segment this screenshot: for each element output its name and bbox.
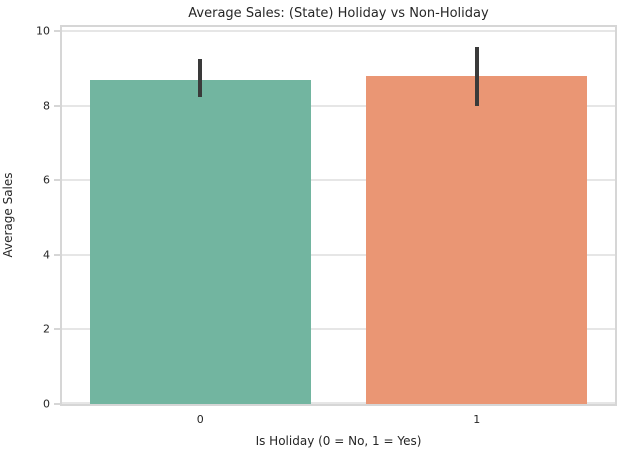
error-bar: [198, 59, 203, 97]
x-axis-label: Is Holiday (0 = No, 1 = Yes): [255, 434, 422, 448]
gridline: [62, 253, 615, 256]
x-tick-label: 0: [196, 413, 204, 426]
y-tick-mark: [54, 328, 60, 331]
gridline: [62, 328, 615, 331]
y-tick-mark: [54, 179, 60, 182]
chart-title: Average Sales: (State) Holiday vs Non-Ho…: [188, 6, 489, 21]
error-bar: [474, 47, 479, 106]
x-tick-label: 1: [473, 413, 481, 426]
y-tick-label: 2: [43, 322, 50, 336]
y-tick-mark: [54, 253, 60, 256]
y-tick-label: 8: [43, 99, 50, 113]
gridline: [62, 179, 615, 182]
gridline: [62, 30, 615, 33]
gridline: [62, 402, 615, 404]
y-tick-mark: [54, 403, 60, 405]
y-tick-mark: [54, 30, 60, 33]
y-tick-label: 6: [43, 173, 50, 187]
y-tick-label: 0: [43, 397, 50, 411]
bar-category-0: [89, 79, 311, 404]
y-tick-mark: [54, 104, 60, 107]
y-tick-label: 4: [43, 248, 50, 262]
plot-area: [60, 25, 617, 406]
gridline: [62, 104, 615, 107]
bar-category-1: [366, 76, 588, 404]
y-tick-label: 10: [36, 24, 50, 38]
